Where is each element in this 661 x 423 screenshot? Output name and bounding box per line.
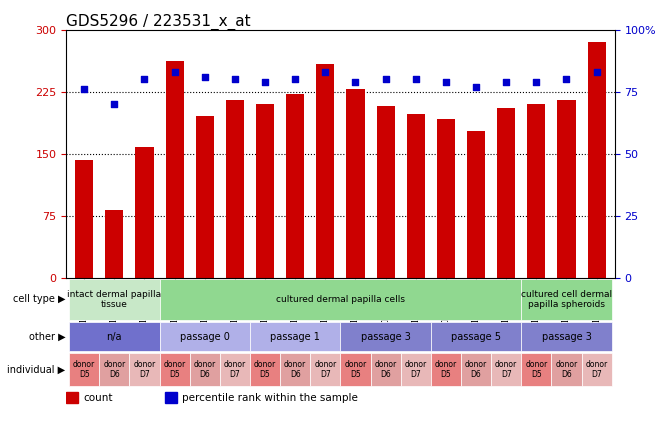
FancyBboxPatch shape — [401, 354, 431, 386]
Bar — [165, 61, 184, 278]
Text: donor
D5: donor D5 — [163, 360, 186, 379]
FancyBboxPatch shape — [69, 279, 159, 320]
FancyBboxPatch shape — [310, 354, 340, 386]
FancyBboxPatch shape — [159, 279, 522, 320]
Bar — [136, 147, 153, 278]
Point — [169, 69, 180, 75]
Text: donor
D5: donor D5 — [344, 360, 367, 379]
FancyBboxPatch shape — [431, 322, 522, 352]
Text: donor
D5: donor D5 — [525, 360, 547, 379]
Bar — [196, 115, 214, 278]
Text: donor
D5: donor D5 — [73, 360, 95, 379]
Text: donor
D7: donor D7 — [134, 360, 155, 379]
Point — [200, 74, 210, 80]
Bar — [497, 108, 516, 278]
Text: n/a: n/a — [106, 332, 122, 342]
FancyBboxPatch shape — [371, 354, 401, 386]
FancyBboxPatch shape — [522, 354, 551, 386]
FancyBboxPatch shape — [159, 322, 250, 352]
Text: cultured dermal papilla cells: cultured dermal papilla cells — [276, 295, 405, 304]
Bar — [286, 94, 304, 278]
Bar — [317, 64, 334, 278]
Bar — [226, 100, 244, 278]
Text: donor
D7: donor D7 — [314, 360, 336, 379]
Bar — [66, 392, 78, 404]
Bar — [346, 89, 364, 278]
Point — [320, 69, 330, 75]
Text: percentile rank within the sample: percentile rank within the sample — [182, 393, 358, 403]
Text: donor
D6: donor D6 — [284, 360, 306, 379]
Point — [260, 78, 270, 85]
Point — [290, 76, 301, 82]
Text: other ▶: other ▶ — [29, 332, 65, 342]
Text: passage 5: passage 5 — [451, 332, 501, 342]
Text: donor
D6: donor D6 — [375, 360, 397, 379]
Text: cell type ▶: cell type ▶ — [13, 294, 65, 305]
FancyBboxPatch shape — [190, 354, 220, 386]
FancyBboxPatch shape — [522, 279, 611, 320]
Bar — [377, 106, 395, 278]
Bar — [527, 104, 545, 278]
Point — [109, 101, 120, 107]
Point — [350, 78, 361, 85]
Bar — [256, 104, 274, 278]
Point — [139, 76, 150, 82]
FancyBboxPatch shape — [69, 354, 99, 386]
Point — [561, 76, 572, 82]
FancyBboxPatch shape — [99, 354, 130, 386]
FancyBboxPatch shape — [491, 354, 522, 386]
Text: cultured cell dermal
papilla spheroids: cultured cell dermal papilla spheroids — [521, 290, 612, 309]
Bar — [588, 42, 605, 278]
Text: count: count — [84, 393, 113, 403]
Text: donor
D6: donor D6 — [465, 360, 487, 379]
FancyBboxPatch shape — [551, 354, 582, 386]
FancyBboxPatch shape — [250, 354, 280, 386]
Text: donor
D6: donor D6 — [555, 360, 578, 379]
Bar — [437, 119, 455, 278]
Text: donor
D5: donor D5 — [254, 360, 276, 379]
Text: passage 3: passage 3 — [361, 332, 410, 342]
Point — [531, 78, 541, 85]
FancyBboxPatch shape — [130, 354, 159, 386]
Point — [471, 83, 481, 90]
Text: donor
D6: donor D6 — [194, 360, 216, 379]
Text: donor
D7: donor D7 — [405, 360, 427, 379]
Bar — [557, 100, 576, 278]
Point — [501, 78, 512, 85]
Text: donor
D7: donor D7 — [586, 360, 607, 379]
Text: donor
D7: donor D7 — [495, 360, 518, 379]
FancyBboxPatch shape — [431, 354, 461, 386]
Bar — [467, 131, 485, 278]
Point — [79, 86, 89, 93]
Bar — [407, 114, 425, 278]
Text: passage 3: passage 3 — [541, 332, 592, 342]
FancyBboxPatch shape — [461, 354, 491, 386]
Bar — [165, 392, 177, 404]
Point — [380, 76, 391, 82]
Point — [592, 69, 602, 75]
Point — [441, 78, 451, 85]
FancyBboxPatch shape — [69, 322, 159, 352]
Text: individual ▶: individual ▶ — [7, 365, 65, 375]
Bar — [75, 160, 93, 278]
FancyBboxPatch shape — [250, 322, 340, 352]
FancyBboxPatch shape — [220, 354, 250, 386]
Point — [229, 76, 240, 82]
Text: donor
D6: donor D6 — [103, 360, 126, 379]
Point — [410, 76, 421, 82]
FancyBboxPatch shape — [280, 354, 310, 386]
Text: passage 1: passage 1 — [270, 332, 320, 342]
FancyBboxPatch shape — [340, 322, 431, 352]
Text: intact dermal papilla
tissue: intact dermal papilla tissue — [67, 290, 161, 309]
FancyBboxPatch shape — [159, 354, 190, 386]
Text: passage 0: passage 0 — [180, 332, 230, 342]
FancyBboxPatch shape — [582, 354, 611, 386]
Text: donor
D5: donor D5 — [435, 360, 457, 379]
Text: GDS5296 / 223531_x_at: GDS5296 / 223531_x_at — [66, 14, 251, 30]
Bar — [105, 210, 124, 278]
Text: donor
D7: donor D7 — [224, 360, 246, 379]
FancyBboxPatch shape — [340, 354, 371, 386]
FancyBboxPatch shape — [522, 322, 611, 352]
